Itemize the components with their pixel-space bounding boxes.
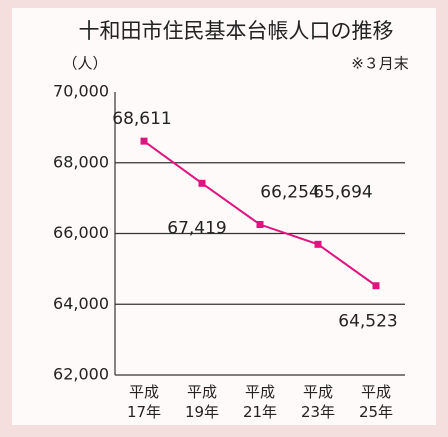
y-axis-label: （人） bbox=[62, 55, 107, 73]
data-label: 68,611 bbox=[112, 109, 171, 129]
chart: 十和田市住民基本台帳人口の推移 （人） ※３月末 62,000 64,000 66,… bbox=[0, 0, 448, 433]
point-marker bbox=[199, 180, 206, 187]
y-tick-label: 68,000 bbox=[53, 152, 109, 171]
point-marker bbox=[257, 221, 264, 228]
point-marker bbox=[315, 241, 322, 248]
y-tick-label: 62,000 bbox=[53, 365, 109, 384]
y-tick-label: 64,000 bbox=[53, 294, 109, 313]
y-tick-label: 66,000 bbox=[53, 223, 109, 242]
data-label: 66,254 bbox=[260, 183, 319, 203]
page: {"chart_data": {"type": "line", "title":… bbox=[0, 0, 448, 433]
data-label: 64,523 bbox=[338, 312, 397, 332]
point-marker bbox=[373, 282, 380, 289]
annotation: ※３月末 bbox=[351, 55, 409, 73]
point-marker bbox=[141, 138, 148, 145]
chart-title: 十和田市住民基本台帳人口の推移 bbox=[79, 19, 394, 43]
data-label: 65,694 bbox=[313, 182, 372, 202]
y-tick-label: 70,000 bbox=[53, 82, 109, 101]
data-label: 67,419 bbox=[167, 218, 226, 238]
